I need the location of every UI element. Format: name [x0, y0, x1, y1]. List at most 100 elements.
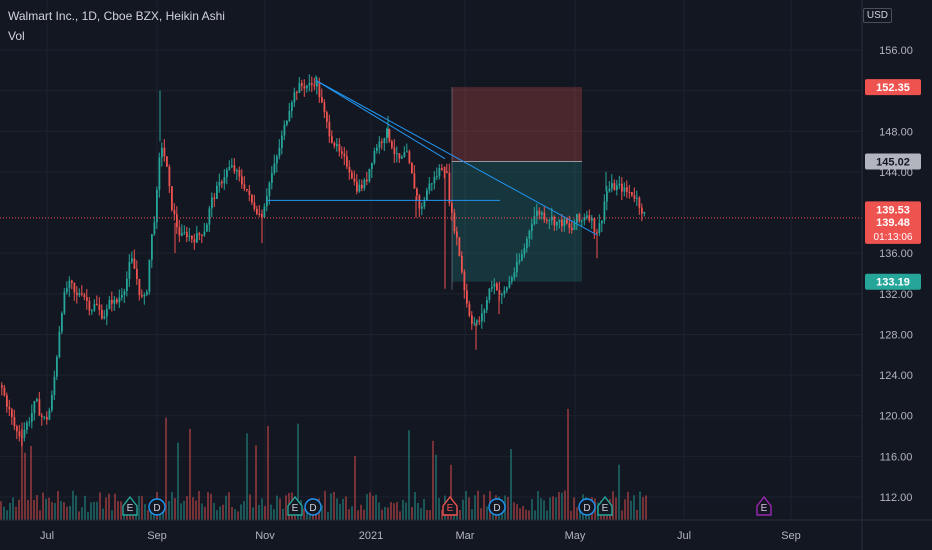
earnings-icon[interactable]: E [597, 495, 613, 516]
candle-body [388, 129, 391, 142]
candle-body [41, 415, 43, 418]
candle-body [486, 299, 488, 310]
price-label-value: 139.53 [876, 204, 910, 216]
candle-body [581, 220, 583, 222]
candle-body [211, 197, 213, 209]
price-label-stop: 152.35 [865, 79, 921, 96]
candle-body [583, 217, 586, 221]
candle-body [473, 322, 476, 324]
earnings-icon[interactable]: E [442, 495, 458, 516]
event-marker-shape [442, 495, 458, 516]
candle-body [386, 129, 388, 139]
event-marker-label: D [309, 503, 316, 514]
candle-body [208, 208, 211, 225]
upper-trendline [315, 80, 446, 160]
symbol-title[interactable]: Walmart Inc., 1D, Cboe BZX, Heikin Ashi [8, 9, 225, 23]
volume-bar [360, 504, 362, 520]
dividend-icon[interactable]: D [304, 498, 322, 516]
candle-body [618, 183, 621, 186]
volume-bar [210, 493, 212, 520]
candle-body [423, 200, 426, 207]
candle-body [456, 231, 458, 238]
volume-bar [90, 502, 92, 520]
volume-bar [459, 509, 461, 520]
volume-bar [366, 494, 368, 520]
dividend-icon[interactable]: D [578, 498, 596, 516]
candle-body [426, 190, 428, 201]
candle-body [248, 190, 251, 195]
time-tick-label: May [565, 530, 586, 542]
volume-bar [189, 428, 191, 520]
event-marker-shape [578, 498, 596, 516]
candle-body [53, 376, 56, 396]
dividend-icon[interactable]: D [148, 498, 166, 516]
volume-bar [393, 503, 395, 520]
volume-bar [468, 497, 470, 520]
candle-body [143, 294, 146, 297]
volume-bar [645, 495, 647, 520]
volume-bar [465, 491, 467, 520]
dividend-icon[interactable]: D [488, 498, 506, 516]
earnings-icon[interactable]: E [756, 495, 772, 516]
candle-body [108, 300, 111, 309]
candle-body [313, 84, 316, 87]
earnings-icon[interactable]: E [122, 495, 138, 516]
volume-bar [543, 500, 545, 520]
candle-body [528, 230, 531, 239]
price-axis: 156.00152.00148.00144.00136.00132.00128.… [861, 0, 932, 550]
price-label-value: 133.19 [876, 277, 910, 289]
candle-body [91, 310, 93, 312]
volume-bar [618, 464, 620, 520]
candle-body [431, 183, 433, 185]
earnings-icon[interactable]: E [287, 495, 303, 516]
volume-bar [165, 417, 167, 520]
candle-body [633, 195, 636, 199]
candle-body [111, 300, 113, 304]
time-tick-label: Mar [456, 530, 475, 542]
volume-bar [561, 492, 563, 520]
candle-body [436, 176, 438, 178]
candle-body [491, 286, 493, 289]
volume-bar [579, 509, 581, 520]
candle-body [641, 207, 643, 214]
event-marker-label: E [602, 503, 609, 514]
candle-body [18, 431, 21, 437]
event-marker-label: E [127, 503, 134, 514]
candle-body [98, 304, 101, 310]
candle-body [93, 304, 96, 311]
candle-body [306, 85, 308, 89]
candle-body [453, 212, 456, 232]
candle-body [78, 293, 81, 296]
candle-body [463, 271, 466, 291]
candle-body [383, 138, 386, 143]
candle-body [26, 422, 28, 430]
candle-body [33, 401, 36, 413]
volume-bar [384, 507, 386, 520]
event-marker-shape [597, 495, 613, 516]
candle-body [398, 153, 401, 159]
candle-body [241, 176, 243, 185]
price-label-target: 133.19 [865, 273, 921, 290]
candle-body [316, 81, 318, 87]
candle-body [36, 399, 38, 402]
candle-body [266, 196, 268, 207]
time-tick-label: Nov [255, 530, 275, 542]
candle-body [298, 83, 301, 93]
candle-body [538, 210, 541, 215]
candle-body [636, 197, 638, 199]
volume-bar [231, 507, 233, 520]
currency-badge[interactable]: USD [862, 8, 892, 23]
candle-body [428, 183, 431, 191]
candle-body [61, 313, 63, 332]
candle-body [8, 406, 11, 410]
volume-bar [381, 509, 383, 520]
candle-body [498, 290, 501, 296]
candle-body [31, 412, 33, 422]
volume-legend[interactable]: Vol [8, 29, 25, 43]
drawings [267, 80, 598, 236]
volume-bar [246, 433, 248, 520]
volume-bar [639, 491, 641, 520]
volume-bar [363, 509, 365, 520]
candle-body [526, 238, 528, 249]
